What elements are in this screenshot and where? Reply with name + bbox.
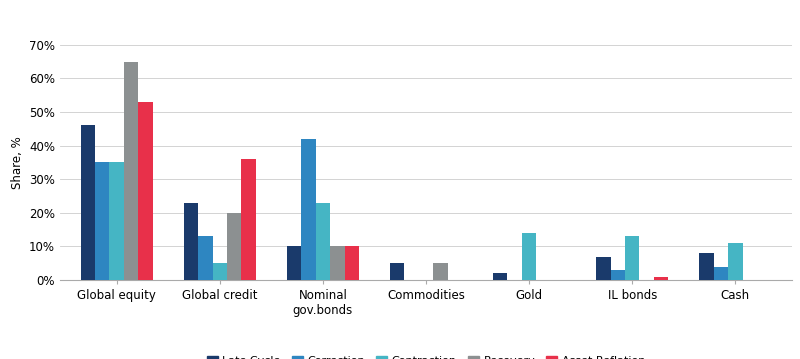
Bar xyxy=(330,246,345,280)
Y-axis label: Share, %: Share, % xyxy=(10,136,23,189)
Legend: Late Cycle, Correction, Contraction, Recovery, Asset Reflation: Late Cycle, Correction, Contraction, Rec… xyxy=(202,351,650,359)
Bar xyxy=(728,243,742,280)
Bar xyxy=(124,62,138,280)
Bar xyxy=(434,263,448,280)
Bar xyxy=(184,203,198,280)
Bar xyxy=(345,246,359,280)
Bar xyxy=(522,233,536,280)
Bar xyxy=(699,253,714,280)
Bar xyxy=(596,256,610,280)
Bar xyxy=(390,263,404,280)
Bar xyxy=(493,273,507,280)
Bar xyxy=(138,102,153,280)
Bar xyxy=(654,277,668,280)
Bar xyxy=(316,203,330,280)
Bar xyxy=(302,139,316,280)
Bar xyxy=(287,246,302,280)
Bar xyxy=(714,267,728,280)
Bar xyxy=(227,213,242,280)
Bar xyxy=(213,263,227,280)
Bar xyxy=(110,162,124,280)
Bar xyxy=(625,236,639,280)
Bar xyxy=(610,270,625,280)
Bar xyxy=(242,159,256,280)
Text: Recommended portfolio allocation by regimes, as portfolio share: Recommended portfolio allocation by regi… xyxy=(12,18,419,28)
Bar xyxy=(95,162,110,280)
Bar xyxy=(198,236,213,280)
Bar xyxy=(81,126,95,280)
